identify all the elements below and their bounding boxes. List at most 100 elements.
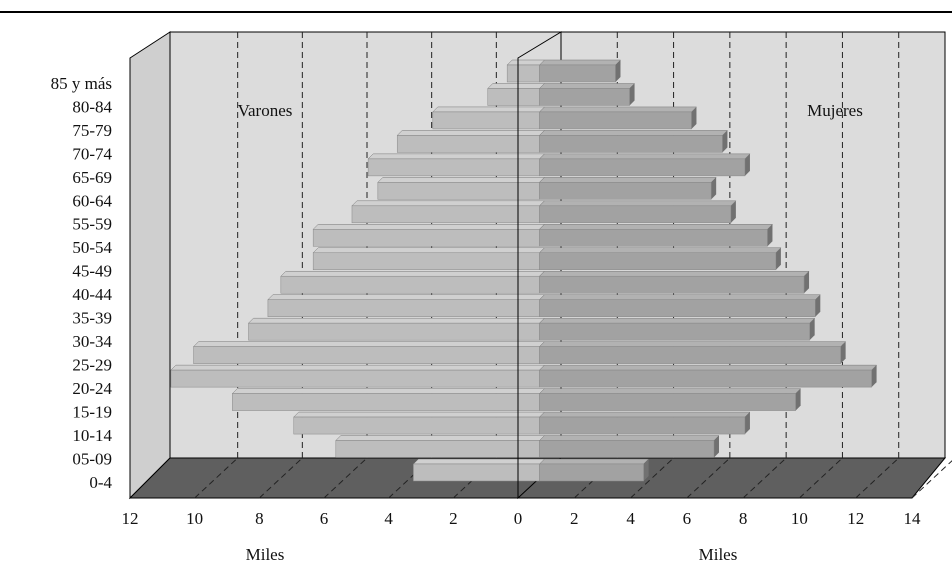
x-tick-label: 8: [739, 509, 748, 528]
side-wall: [129, 31, 171, 500]
bar: [539, 252, 777, 271]
bar-side: [713, 435, 719, 458]
bar-side: [711, 177, 717, 200]
y-tick-label: 05-09: [72, 449, 112, 468]
bar: [312, 229, 540, 247]
bar-top: [538, 224, 774, 230]
x-tick-label: 14: [904, 509, 922, 528]
x-tick-label: 6: [320, 509, 329, 528]
y-tick-label: 0-4: [89, 473, 112, 492]
bar-top: [538, 411, 751, 418]
bar-top: [247, 317, 546, 324]
y-tick-label: 30-34: [72, 332, 112, 351]
bar: [170, 369, 540, 388]
bar-top: [377, 177, 546, 183]
y-tick-label: 15-19: [72, 402, 112, 421]
bar-side: [809, 318, 815, 341]
bar: [539, 440, 715, 458]
bar-top: [170, 364, 546, 371]
y-tick-label: 25-29: [72, 356, 112, 375]
legend-label: Mujeres: [807, 101, 863, 120]
bar: [335, 440, 540, 458]
bar-side: [722, 130, 728, 153]
x-tick-label: 12: [847, 509, 864, 528]
bar-top: [538, 270, 810, 277]
bar-top: [312, 247, 546, 254]
bar-top: [293, 411, 546, 418]
bar-top: [280, 270, 546, 277]
bar-top: [538, 294, 821, 300]
bar: [539, 416, 746, 435]
x-tick-label: 10: [186, 509, 203, 528]
y-tick-label: 80-84: [72, 97, 112, 116]
bar-top: [538, 106, 698, 113]
y-tick-label: 70-74: [72, 144, 112, 163]
bar-side: [815, 294, 821, 317]
bar-side: [629, 83, 635, 106]
bar: [539, 158, 746, 177]
x-tick-label: 2: [449, 509, 458, 528]
bar-side: [691, 106, 697, 129]
bar-side: [795, 388, 801, 411]
bar-side: [775, 247, 781, 270]
y-tick-label: 55-59: [72, 215, 112, 234]
bar-top: [351, 200, 546, 207]
bar: [351, 205, 540, 224]
bar: [539, 369, 872, 388]
bar-top: [335, 435, 546, 441]
bar-side: [767, 224, 773, 247]
x-axis-label: Miles: [699, 545, 738, 564]
bar-top: [192, 341, 546, 347]
x-tick-label: 4: [626, 509, 635, 528]
x-tick-label: 0: [514, 509, 523, 528]
bar-side: [871, 365, 877, 388]
bar: [539, 275, 805, 294]
bar-top: [538, 364, 878, 371]
bar: [280, 275, 540, 294]
bar: [539, 64, 616, 83]
bar-top: [538, 177, 717, 183]
bar-top: [538, 388, 802, 394]
bar-side: [615, 60, 621, 82]
bar-side: [643, 459, 649, 481]
bar-top: [487, 83, 546, 89]
x-axis-label: Miles: [246, 545, 285, 564]
y-tick-label: 50-54: [72, 238, 112, 257]
bar: [232, 393, 540, 411]
bar-top: [538, 247, 782, 254]
bars: [170, 59, 878, 482]
bar: [539, 135, 723, 153]
bar: [367, 158, 540, 177]
bar-side: [804, 271, 810, 294]
bar: [539, 229, 768, 247]
x-tick-label: 12: [122, 509, 139, 528]
bar: [193, 346, 540, 364]
bar: [506, 64, 540, 83]
bar: [267, 299, 540, 317]
x-tick-label: 2: [570, 509, 579, 528]
bar: [248, 322, 540, 341]
bar-top: [538, 317, 816, 324]
bar-top: [538, 200, 737, 207]
bar: [293, 416, 540, 435]
bar: [413, 463, 540, 482]
x-tick-label: 10: [791, 509, 808, 528]
y-tick-label: 60-64: [72, 191, 112, 210]
y-tick-label: 40-44: [72, 285, 112, 304]
bar: [539, 111, 692, 130]
x-tick-label: 6: [683, 509, 692, 528]
bar-top: [412, 458, 546, 465]
bar-top: [432, 106, 546, 113]
bar: [487, 88, 540, 106]
bar-top: [538, 83, 636, 89]
bar: [539, 322, 810, 341]
y-tick-label: 45-49: [72, 262, 112, 281]
bar-side: [744, 153, 750, 176]
bar: [377, 182, 540, 200]
bar-side: [840, 341, 846, 364]
bar-top: [538, 130, 729, 136]
bar: [539, 299, 816, 317]
bar-top: [312, 224, 546, 230]
y-tick-label: 35-39: [72, 309, 112, 328]
